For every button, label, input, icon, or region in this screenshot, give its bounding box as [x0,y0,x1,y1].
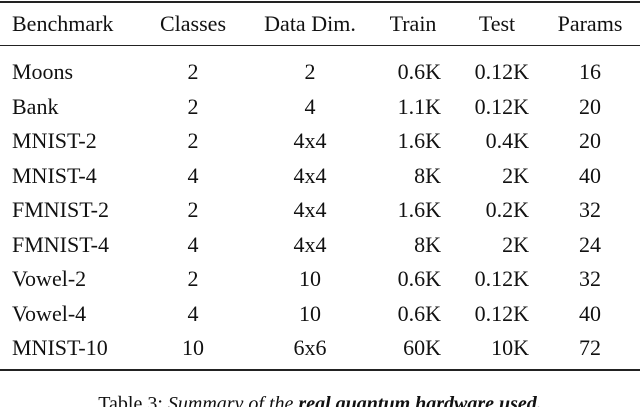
row-label: Vowel-2 [12,266,87,291]
table-cell: 8K [414,231,441,257]
header-rule [0,45,640,46]
row-label: Vowel-4 [12,300,87,326]
table-cell: 4x4 [293,128,327,153]
row-label: MNIST-2 [12,128,97,153]
row-label: FMNIST-4 [12,231,109,257]
table-cell: 4x4 [293,197,327,222]
table-cell: 32 [579,266,601,291]
caption-emphasis: real quantum hardware used. [298,393,542,407]
bottom-rule [0,369,640,371]
table-cell: 2K [502,231,529,257]
table-cell: 2 [187,93,199,119]
table-cell: 10 [299,300,321,326]
row-label: Moons [12,59,74,84]
table-cell: 10K [491,335,529,360]
header-cell: Benchmark [12,11,114,36]
top-rule [0,1,640,3]
table-cell: 40 [579,300,601,326]
table-cell: 8K [414,162,441,188]
caption-label: Table 3: [98,393,163,407]
table-cell: 60K [403,335,441,360]
table-cell: 72 [579,335,601,360]
table-cell: 4x4 [293,162,327,188]
table-cell: 2 [304,59,316,84]
table-cell: 0.6K [397,59,441,84]
table-cell: 40 [579,162,601,188]
header-cell: Train [389,11,437,36]
table-cell: 0.12K [474,300,529,326]
table-cell: 0.12K [474,266,529,291]
header-cell: Params [557,11,623,36]
table-cell: 32 [579,197,601,222]
table-cell: 0.6K [397,300,441,326]
table-cell: 4 [187,231,199,257]
table-cell: 24 [579,231,601,257]
header-cell: Test [478,11,516,36]
row-label: Bank [12,93,59,119]
table-cell: 0.6K [397,266,441,291]
table-cell: 4 [304,93,316,119]
table-cell: 16 [579,59,601,84]
table-cell: 2 [187,197,199,222]
table-cell: 0.4K [485,128,529,153]
table-cell: 2 [187,266,199,291]
table-cell: 1.6K [397,128,441,153]
table-cell: 0.12K [474,93,529,119]
table-cell: 2 [187,128,199,153]
table-cell: 10 [299,266,321,291]
caption-text: Summary of the [167,393,294,407]
table-cell: 4 [187,300,199,326]
table-cell: 20 [579,128,601,153]
row-label: MNIST-4 [12,162,97,188]
table-cell: 0.2K [485,197,529,222]
table-cell: 1.6K [397,197,441,222]
table-cell: 1.1K [397,93,441,119]
table-caption: Table 3: Summary of the real quantum har… [0,393,640,407]
table-cell: 6x6 [293,335,327,360]
row-label: MNIST-10 [12,335,108,360]
table-cell: 2 [187,59,199,84]
table-cell: 4 [187,162,199,188]
header-cell: Data Dim. [264,11,356,36]
table-cell: 4x4 [293,231,327,257]
row-label: FMNIST-2 [12,197,109,222]
table-cell: 2K [502,162,529,188]
table-cell: 10 [182,335,204,360]
table-cell: 0.12K [474,59,529,84]
header-cell: Classes [160,11,226,36]
table-cell: 20 [579,93,601,119]
